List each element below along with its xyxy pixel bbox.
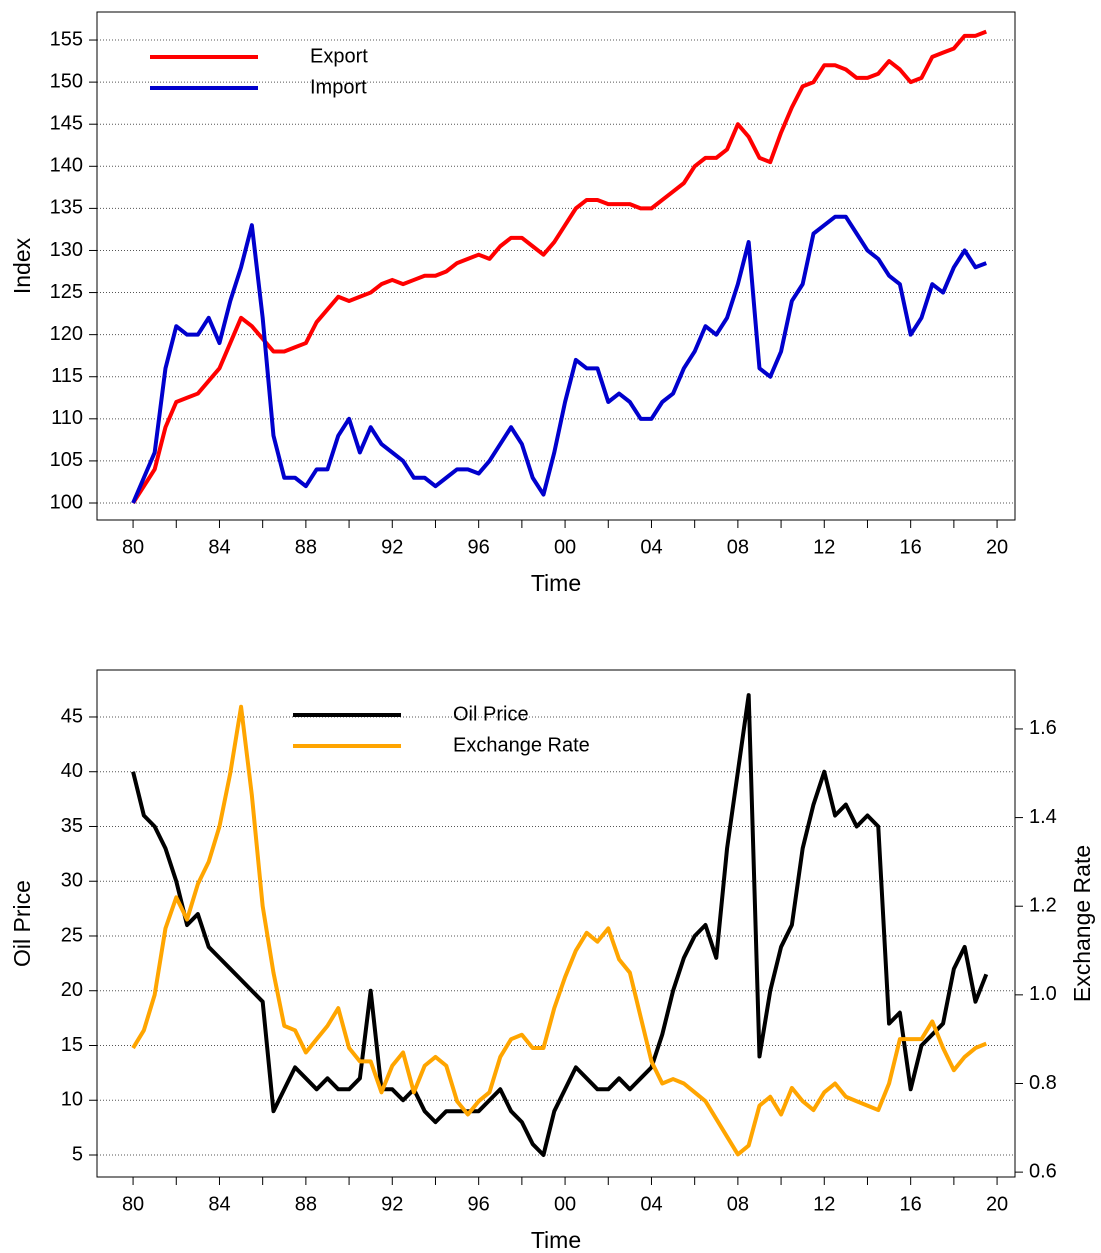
y-tick-label: 105 — [50, 449, 83, 471]
x-tick-label: 04 — [640, 536, 662, 558]
y-tick-label: 100 — [50, 491, 83, 513]
series-line — [131, 29, 987, 505]
x-tick-label: 00 — [554, 1193, 576, 1215]
y2-tick-label: 1.0 — [1029, 983, 1057, 1005]
x-tick-label: 84 — [208, 1193, 230, 1215]
y-tick-label: 5 — [72, 1143, 83, 1165]
y-tick-label: 40 — [61, 760, 83, 782]
series-line — [131, 704, 988, 1157]
x-tick-label: 96 — [468, 1193, 490, 1215]
plot-frame — [96, 11, 1016, 521]
y-tick-label: 110 — [51, 407, 83, 429]
y2-tick-label: 1.6 — [1029, 717, 1057, 739]
y-tick-label: 45 — [61, 705, 83, 727]
x-tick-label: 92 — [381, 1193, 403, 1215]
series-line — [131, 693, 989, 1157]
y-tick-label: 140 — [50, 155, 83, 177]
y2-tick-label: 1.2 — [1029, 894, 1057, 916]
y-tick-label: 35 — [61, 815, 83, 837]
x-tick-label: 12 — [813, 536, 835, 558]
x-tick-label: 20 — [986, 1193, 1008, 1215]
y-tick-label: 10 — [61, 1089, 83, 1111]
y-axis-label: Oil Price — [9, 880, 35, 967]
x-tick-label: 20 — [986, 536, 1008, 558]
x-axis-label: Time — [531, 570, 581, 596]
x-tick-label: 16 — [900, 536, 922, 558]
y-tick-label: 120 — [50, 323, 83, 345]
x-tick-label: 08 — [727, 1193, 749, 1215]
x-axis-label: Time — [531, 1227, 581, 1253]
x-tick-label: 04 — [640, 1193, 662, 1215]
x-tick-label: 84 — [208, 536, 230, 558]
legend-label: Export — [310, 45, 368, 67]
legend-label: Exchange Rate — [453, 734, 590, 756]
x-tick-label: 12 — [813, 1193, 835, 1215]
y2-tick-label: 0.8 — [1029, 1072, 1057, 1094]
x-tick-label: 80 — [122, 1193, 144, 1215]
series-line — [131, 214, 987, 504]
y-tick-label: 145 — [50, 112, 83, 134]
y2-axis-label: Exchange Rate — [1069, 845, 1095, 1002]
x-tick-label: 08 — [727, 536, 749, 558]
plot-frame — [96, 669, 1016, 1178]
x-tick-label: 96 — [468, 536, 490, 558]
y2-tick-label: 0.6 — [1029, 1160, 1057, 1182]
y-tick-label: 15 — [61, 1034, 83, 1056]
x-tick-label: 16 — [900, 1193, 922, 1215]
y-tick-label: 115 — [51, 365, 83, 387]
x-tick-label: 80 — [122, 536, 144, 558]
y-tick-label: 30 — [61, 870, 83, 892]
y2-tick-label: 1.4 — [1029, 806, 1057, 828]
y-axis-label: Index — [9, 237, 35, 294]
y-tick-label: 150 — [50, 70, 83, 92]
y-tick-label: 130 — [50, 239, 83, 261]
x-tick-label: 92 — [381, 536, 403, 558]
x-tick-label: 00 — [554, 536, 576, 558]
y-tick-label: 155 — [50, 28, 83, 50]
x-tick-label: 88 — [295, 1193, 317, 1215]
y-tick-label: 135 — [50, 197, 83, 219]
y-tick-label: 125 — [50, 281, 83, 303]
legend-label: Import — [310, 76, 367, 98]
legend-label: Oil Price — [453, 703, 529, 725]
y-tick-label: 20 — [61, 979, 83, 1001]
y-tick-label: 25 — [61, 924, 83, 946]
x-tick-label: 88 — [295, 536, 317, 558]
